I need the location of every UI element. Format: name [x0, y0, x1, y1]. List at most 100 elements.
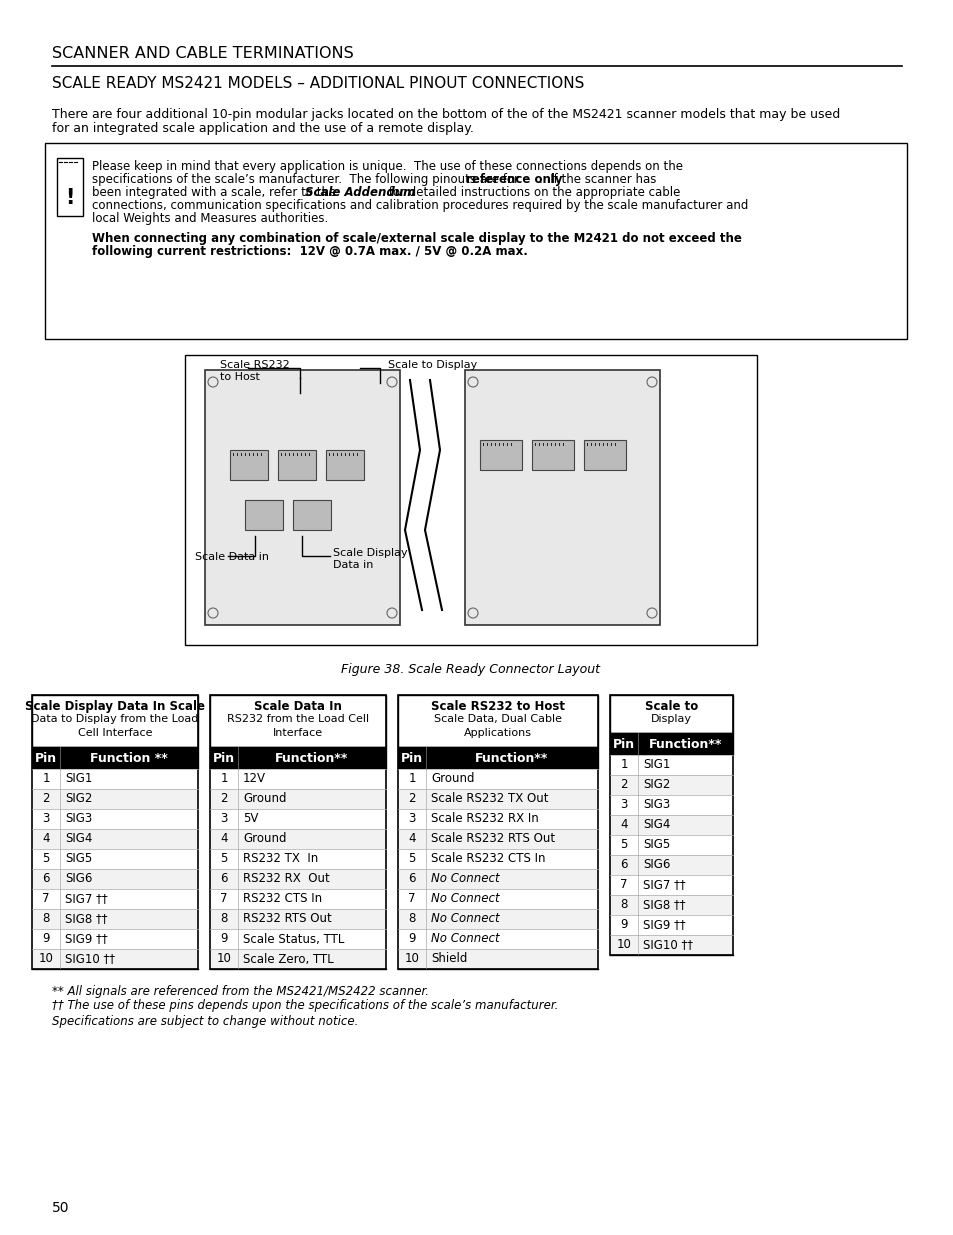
Bar [32, 948, 198, 969]
Bar [210, 695, 386, 747]
Text: SCANNER AND CABLE TERMINATIONS: SCANNER AND CABLE TERMINATIONS [52, 46, 354, 61]
Text: Display: Display [650, 714, 691, 724]
Text: 8: 8 [42, 913, 50, 925]
Text: 4: 4 [619, 819, 627, 831]
Bar [185, 354, 757, 645]
Text: Figure 38. Scale Ready Connector Layout: Figure 38. Scale Ready Connector Layout [341, 663, 599, 676]
Text: SIG3: SIG3 [642, 799, 670, 811]
Text: Function**: Function** [275, 752, 349, 764]
Text: !: ! [65, 188, 74, 207]
Text: 1: 1 [42, 773, 50, 785]
Text: Scale to Display: Scale to Display [388, 359, 476, 370]
Bar [277, 450, 315, 480]
Bar [210, 848, 386, 869]
Text: reference only: reference only [465, 173, 562, 186]
Text: Scale Addendum: Scale Addendum [305, 186, 415, 199]
Text: for an integrated scale application and the use of a remote display.: for an integrated scale application and … [52, 122, 474, 135]
Text: 9: 9 [619, 919, 627, 931]
Text: 2: 2 [42, 793, 50, 805]
Text: 7: 7 [408, 893, 416, 905]
Text: Scale RS232 TX Out: Scale RS232 TX Out [431, 793, 548, 805]
Text: There are four additional 10-pin modular jacks located on the bottom of the of t: There are four additional 10-pin modular… [52, 107, 840, 121]
Text: 4: 4 [220, 832, 228, 846]
Text: SIG1: SIG1 [642, 758, 670, 772]
Text: Please keep in mind that every application is unique.  The use of these connecti: Please keep in mind that every applicati… [91, 161, 682, 173]
Bar [583, 440, 625, 471]
Text: Scale Zero, TTL: Scale Zero, TTL [243, 952, 334, 966]
Text: 6: 6 [42, 872, 50, 885]
Text: 6: 6 [220, 872, 228, 885]
Text: 8: 8 [619, 899, 627, 911]
Text: Scale RS232 RX In: Scale RS232 RX In [431, 813, 538, 825]
Bar [397, 869, 598, 889]
Bar [32, 929, 198, 948]
Bar [245, 500, 283, 530]
Text: 9: 9 [408, 932, 416, 946]
Text: RS232 RX  Out: RS232 RX Out [243, 872, 330, 885]
Text: †† The use of these pins depends upon the specifications of the scale’s manufact: †† The use of these pins depends upon th… [52, 999, 558, 1011]
Bar [609, 695, 732, 734]
Bar [210, 889, 386, 909]
Text: Scale RS232
to Host: Scale RS232 to Host [220, 359, 290, 382]
Text: SIG6: SIG6 [65, 872, 92, 885]
Bar [32, 695, 198, 969]
Bar [609, 734, 732, 755]
Bar [609, 915, 732, 935]
Text: No Connect: No Connect [431, 932, 499, 946]
Text: 8: 8 [220, 913, 228, 925]
Text: 5: 5 [42, 852, 50, 866]
Text: 50: 50 [52, 1200, 70, 1215]
Bar [326, 450, 364, 480]
Text: Scale Status, TTL: Scale Status, TTL [243, 932, 344, 946]
Bar [609, 795, 732, 815]
Bar [32, 695, 198, 747]
Text: 7: 7 [42, 893, 50, 905]
Text: Data to Display from the Load: Data to Display from the Load [31, 714, 198, 724]
Bar [57, 158, 83, 216]
Bar [609, 815, 732, 835]
Text: SIG10 ††: SIG10 †† [642, 939, 692, 951]
Text: .  If the scanner has: . If the scanner has [538, 173, 656, 186]
Text: SIG4: SIG4 [65, 832, 92, 846]
Bar [397, 909, 598, 929]
Text: RS232 CTS In: RS232 CTS In [243, 893, 322, 905]
Text: specifications of the scale’s manufacturer.  The following pinouts are for: specifications of the scale’s manufactur… [91, 173, 522, 186]
Text: Scale Data In: Scale Data In [253, 700, 341, 713]
Text: SIG5: SIG5 [642, 839, 670, 851]
Text: SIG8 ††: SIG8 †† [642, 899, 685, 911]
Text: 5: 5 [619, 839, 627, 851]
Text: 9: 9 [220, 932, 228, 946]
Text: Interface: Interface [273, 727, 323, 739]
Text: 1: 1 [619, 758, 627, 772]
Text: 1: 1 [408, 773, 416, 785]
Text: SIG1: SIG1 [65, 773, 92, 785]
Text: 9: 9 [42, 932, 50, 946]
Bar [397, 929, 598, 948]
Bar [32, 889, 198, 909]
Text: 1: 1 [220, 773, 228, 785]
Text: 10: 10 [38, 952, 53, 966]
Text: 5V: 5V [243, 813, 258, 825]
Bar [397, 695, 598, 747]
Text: 12V: 12V [243, 773, 266, 785]
Bar [210, 809, 386, 829]
Bar [32, 869, 198, 889]
Bar [397, 769, 598, 789]
Bar [32, 769, 198, 789]
Bar [210, 695, 386, 969]
Text: No Connect: No Connect [431, 872, 499, 885]
Text: SIG3: SIG3 [65, 813, 92, 825]
Text: 7: 7 [220, 893, 228, 905]
Bar [210, 869, 386, 889]
Text: Scale to: Scale to [644, 700, 698, 713]
Bar [210, 929, 386, 948]
Bar [397, 809, 598, 829]
Bar [609, 776, 732, 795]
Text: Scale Display
Data in: Scale Display Data in [333, 548, 407, 569]
Bar [205, 370, 399, 625]
Text: 2: 2 [619, 778, 627, 792]
Bar [210, 909, 386, 929]
Text: 2: 2 [220, 793, 228, 805]
Text: No Connect: No Connect [431, 913, 499, 925]
Bar [397, 829, 598, 848]
